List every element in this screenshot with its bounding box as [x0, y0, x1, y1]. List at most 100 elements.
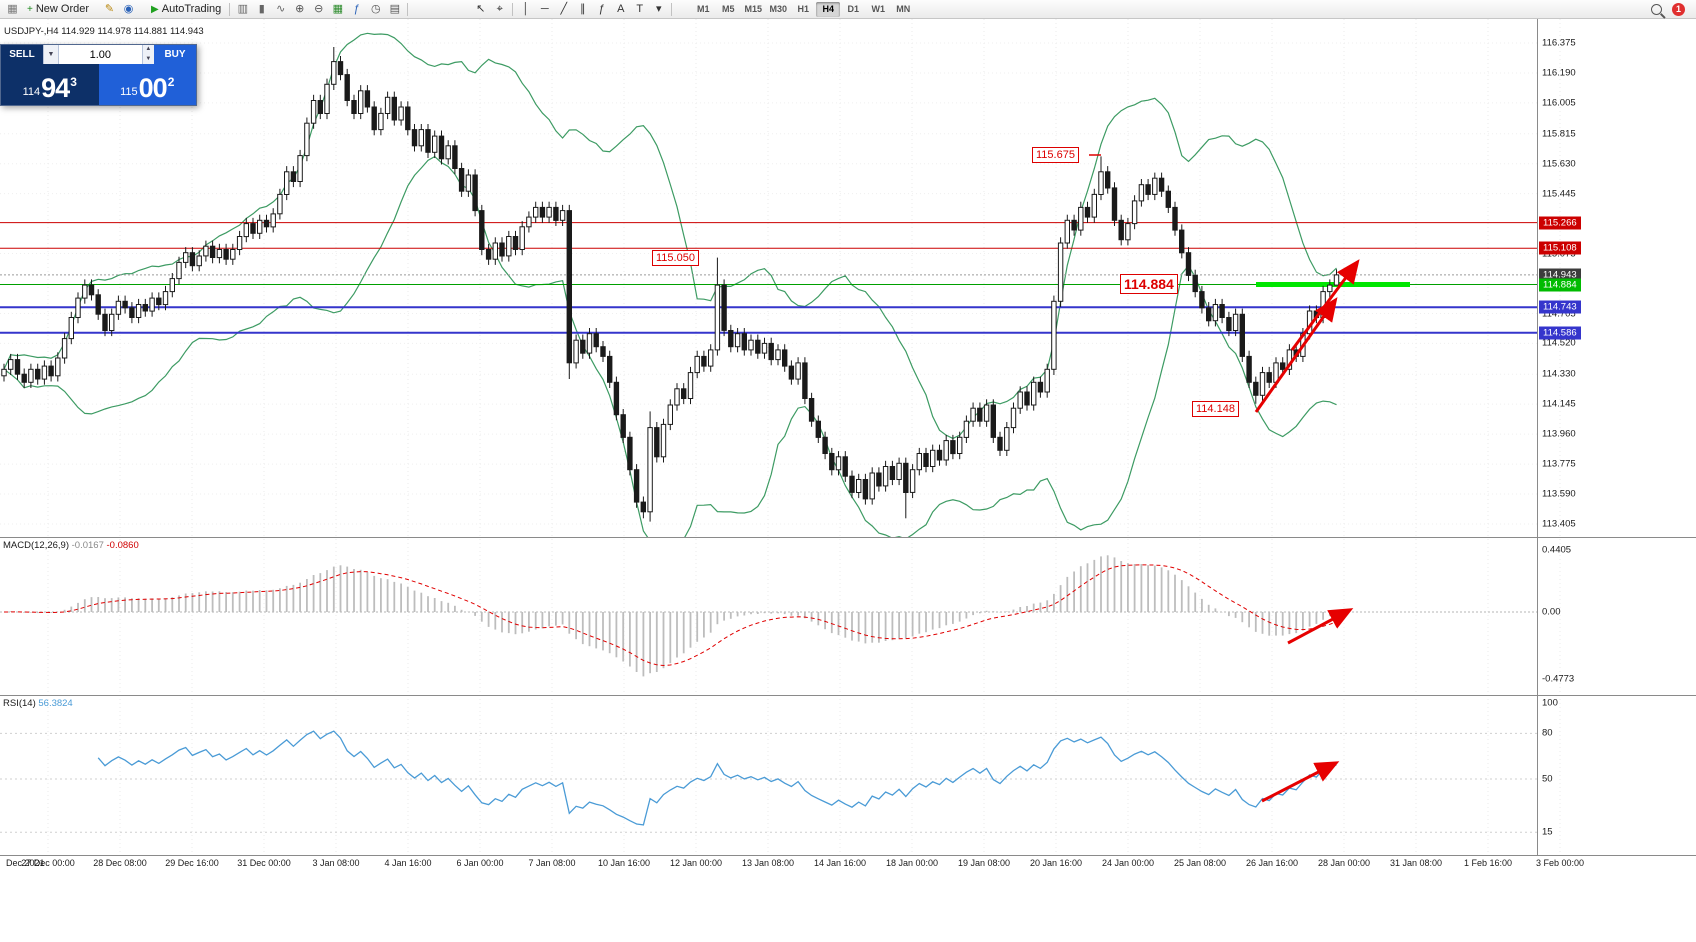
new-order-button[interactable]: + New Order	[22, 1, 94, 18]
time-axis-label: 10 Jan 16:00	[597, 858, 651, 868]
timeframe-m15[interactable]: M15	[744, 3, 763, 14]
time-axis-label: 20 Jan 16:00	[1029, 858, 1083, 868]
trade-controls-row: SELL ▼ ▲ ▼ BUY	[1, 45, 196, 64]
price-line-badge: 115.108	[1539, 241, 1581, 255]
time-axis-label: 27 Dec 00:00	[21, 858, 75, 868]
time-axis-label: Dec 2021	[6, 858, 45, 868]
timeframe-h4[interactable]: H4	[816, 1, 841, 17]
lot-size-input[interactable]	[59, 45, 142, 64]
toolbar-left-group: ▦ + New Order ✎ ◉ ▶ AutoTrading ▥ ▮ ∿ ⊕ ⊖ ▦ ƒ ◷ ▤ ↖ ⌖ │ ─ ╱ ∥…	[3, 1, 675, 18]
price-axis-tick: 113.590	[1542, 488, 1576, 500]
lot-increment-icon[interactable]: ▲	[142, 45, 154, 55]
buy-price-figure: 115	[120, 86, 138, 98]
buy-button[interactable]: BUY	[154, 45, 196, 64]
horizontal-line-icon[interactable]: ─	[540, 2, 549, 15]
panel-separators	[0, 19, 1696, 856]
autotrading-button[interactable]: ▶ AutoTrading	[146, 1, 226, 18]
candlesticks	[1, 47, 1340, 522]
crosshair-icon[interactable]: ⌖	[496, 2, 503, 15]
tile-windows-icon[interactable]: ▦	[332, 2, 343, 15]
one-click-trading-panel: SELL ▼ ▲ ▼ BUY 114 94 3 115 00 2	[0, 44, 197, 106]
timeframe-d1[interactable]: D1	[847, 3, 860, 14]
timeframe-h1[interactable]: H1	[797, 3, 810, 14]
buy-price-point: 2	[167, 75, 175, 89]
fibonacci-icon[interactable]: ƒ	[598, 2, 605, 15]
sell-price-pips: 94	[41, 73, 70, 103]
price-annotation[interactable]: 115.675	[1032, 147, 1079, 164]
toolbar-separator	[671, 2, 673, 16]
zoom-in-icon[interactable]: ⊕	[295, 2, 305, 15]
line-chart-icon[interactable]: ∿	[276, 2, 286, 15]
rsi-axis-label: 100	[1542, 697, 1558, 709]
bar-chart-icon[interactable]: ▥	[237, 2, 248, 15]
sell-button[interactable]: SELL	[1, 45, 43, 64]
time-axis-label: 28 Jan 00:00	[1317, 858, 1371, 868]
chart-window-icon[interactable]: ▦	[7, 2, 18, 15]
timeframe-mn[interactable]: MN	[896, 3, 911, 14]
metaeditor-icon[interactable]: ✎	[104, 2, 115, 15]
price-axis-tick: 116.375	[1542, 37, 1576, 49]
gridlines	[0, 19, 1561, 855]
notification-badge[interactable]: 1	[1672, 2, 1685, 16]
price-axis-tick: 116.005	[1542, 97, 1576, 109]
trend-arrows[interactable]	[1254, 259, 1360, 803]
timeframe-w1[interactable]: W1	[871, 3, 886, 14]
price-axis-tick: 114.145	[1542, 398, 1576, 410]
rsi-axis-label: 80	[1542, 727, 1553, 739]
sell-price-display[interactable]: 114 94 3	[1, 64, 99, 105]
time-axis-label: 31 Jan 08:00	[1389, 858, 1443, 868]
price-axis-tick: 114.330	[1542, 368, 1576, 380]
price-axis-tick: 116.190	[1542, 67, 1576, 79]
shapes-icon[interactable]: ▾	[656, 2, 662, 15]
time-axis-label: 28 Dec 08:00	[93, 858, 147, 868]
time-axis-label: 26 Jan 16:00	[1245, 858, 1299, 868]
autotrading-icon: ▶	[151, 3, 159, 15]
market-icon[interactable]: ◉	[123, 2, 134, 15]
price-axis-tick: 115.445	[1542, 188, 1576, 200]
rsi-value: 56.3824	[38, 698, 73, 709]
periods-icon[interactable]: ◷	[370, 2, 381, 15]
macd-name: MACD(12,26,9)	[3, 540, 69, 551]
timeframe-m5[interactable]: M5	[722, 3, 735, 14]
indicators-icon[interactable]: ƒ	[353, 2, 360, 15]
new-order-icon: +	[27, 3, 33, 15]
price-annotation[interactable]: 114.148	[1192, 401, 1239, 418]
price-axis-tick: 113.775	[1542, 458, 1576, 470]
horizontal-price-lines[interactable]	[0, 222, 1537, 334]
time-axis-label: 31 Dec 00:00	[237, 858, 291, 868]
macd-main-value: -0.0167	[71, 540, 104, 551]
timeframe-m1[interactable]: M1	[697, 3, 710, 14]
zoom-out-icon[interactable]: ⊖	[314, 2, 324, 15]
channel-icon[interactable]: ∥	[580, 2, 586, 15]
text-icon[interactable]: A	[617, 2, 625, 15]
price-axis-tick: 113.405	[1542, 518, 1576, 530]
timeframe-m30[interactable]: M30	[769, 3, 788, 14]
rsi-plot	[0, 730, 1537, 833]
vertical-line-icon[interactable]: │	[522, 2, 530, 15]
lot-stepper: ▲ ▼	[141, 45, 154, 64]
time-axis-label: 3 Feb 00:00	[1535, 858, 1585, 868]
price-annotation[interactable]: 115.050	[652, 250, 699, 267]
main-toolbar: ▦ + New Order ✎ ◉ ▶ AutoTrading ▥ ▮ ∿ ⊕ ⊖ ▦ ƒ ◷ ▤ ↖ ⌖ │ ─ ╱ ∥…	[0, 0, 1696, 19]
time-axis-label: 1 Feb 16:00	[1463, 858, 1513, 868]
time-axis-label: 19 Jan 08:00	[957, 858, 1011, 868]
price-line-badge: 114.586	[1539, 326, 1581, 340]
macd-indicator-label: MACD(12,26,9) -0.0167 -0.0860	[3, 540, 139, 551]
cursor-icon[interactable]: ↖	[476, 2, 486, 15]
candlestick-chart-icon[interactable]: ▮	[258, 2, 265, 15]
rsi-indicator-label: RSI(14) 56.3824	[3, 698, 73, 709]
sell-dropdown-icon[interactable]: ▼	[43, 45, 59, 64]
trendline-icon[interactable]: ╱	[560, 2, 568, 15]
lot-decrement-icon[interactable]: ▼	[142, 54, 154, 64]
buy-price-display[interactable]: 115 00 2	[98, 64, 196, 105]
new-order-button-label: New Order	[35, 3, 90, 15]
templates-icon[interactable]: ▤	[389, 2, 400, 15]
time-axis-label: 29 Dec 16:00	[165, 858, 219, 868]
rsi-axis-label: 50	[1542, 773, 1553, 785]
text-label-icon[interactable]: T	[636, 2, 644, 15]
price-annotation[interactable]: 114.884	[1120, 274, 1178, 295]
rsi-name: RSI(14)	[3, 698, 36, 709]
time-axis-label: 25 Jan 08:00	[1173, 858, 1227, 868]
search-icon[interactable]	[1651, 3, 1662, 15]
